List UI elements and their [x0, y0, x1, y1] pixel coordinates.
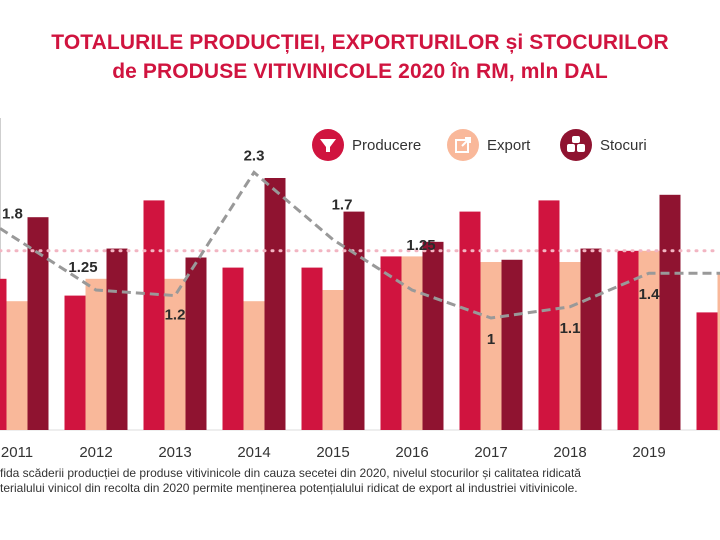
line-value-label: 1.8	[2, 205, 23, 222]
barrels-icon	[560, 129, 592, 161]
bar-stocuri-2019	[659, 194, 681, 430]
bar-producere-2014	[222, 267, 244, 430]
bar-producere-2015	[301, 267, 323, 430]
bar-export-2	[717, 273, 720, 430]
bar-export-2011	[6, 301, 28, 430]
bar-stocuri-2016	[422, 241, 444, 430]
line-value-label: 1.25	[68, 259, 97, 276]
bar-producere-2013	[143, 200, 165, 430]
bar-export-2014	[243, 301, 265, 430]
bar-stocuri-2018	[580, 248, 602, 430]
bar-stocuri-2011	[27, 217, 49, 430]
legend-item-producere: Producere	[312, 129, 421, 161]
legend: Producere Export Stocuri	[312, 129, 647, 161]
bar-producere-2017	[459, 211, 481, 430]
bar-producere-2016	[380, 256, 402, 430]
bar-stocuri-2017	[501, 259, 523, 430]
line-value-label: 1.2	[165, 307, 186, 324]
bar-export-2016	[401, 256, 423, 430]
chart-title-line-2: de PRODUSE VITIVINICOLE 2020 în RM, mln …	[112, 60, 608, 83]
x-tick-label: 2018	[553, 444, 586, 461]
line-value-label: 1.1	[560, 320, 581, 337]
footnote-line-2: terialului vinicol din recolta din 2020 …	[0, 481, 578, 495]
legend-label: Producere	[352, 137, 421, 154]
x-tick-label: 2013	[158, 444, 191, 461]
bar-stocuri-2015	[343, 211, 365, 430]
line-value-label: 1	[487, 331, 495, 348]
footnote-line-1: fida scăderii producției de produse viti…	[0, 466, 581, 480]
stocuri-trend-line	[0, 170, 720, 320]
chart-title-line-1: TOTALURILE PRODUCȚIEI, EXPORTURILOR și S…	[51, 31, 669, 54]
bar-export-2019	[638, 250, 660, 430]
legend-item-stocuri: Stocuri	[560, 129, 647, 161]
bar-export-2018	[559, 262, 581, 430]
wine-press-icon	[312, 129, 344, 161]
x-tick-label: 2012	[79, 444, 112, 461]
x-tick-label: 2011	[1, 444, 33, 461]
line-value-label: 1.7	[332, 197, 353, 214]
x-tick-label: 2016	[395, 444, 428, 461]
bar-producere-2019	[617, 250, 639, 430]
bar-stocuri-2014	[264, 178, 286, 430]
bar-producere-2011	[0, 278, 7, 430]
x-tick-label: 2017	[474, 444, 507, 461]
bar-export-2012	[85, 278, 107, 430]
bar-export-2015	[322, 290, 344, 430]
line-value-label: 1.4	[639, 286, 661, 303]
bar-producere-2	[696, 312, 718, 430]
legend-label: Stocuri	[600, 137, 647, 154]
bar-export-2013	[164, 278, 186, 430]
bar-export-2017	[480, 262, 502, 430]
export-arrow-icon	[447, 129, 479, 161]
x-tick-label: 2019	[632, 444, 665, 461]
line-value-label: 1.25	[406, 237, 435, 254]
bar-stocuri-2013	[185, 257, 207, 430]
bar-producere-2018	[538, 200, 560, 430]
legend-label: Export	[487, 137, 531, 154]
x-tick-label: 2014	[237, 444, 270, 461]
x-tick-label: 2015	[316, 444, 349, 461]
legend-item-export: Export	[447, 129, 531, 161]
bar-producere-2012	[64, 295, 86, 430]
bar-stocuri-2012	[106, 248, 128, 430]
line-value-label: 2.3	[244, 147, 265, 164]
